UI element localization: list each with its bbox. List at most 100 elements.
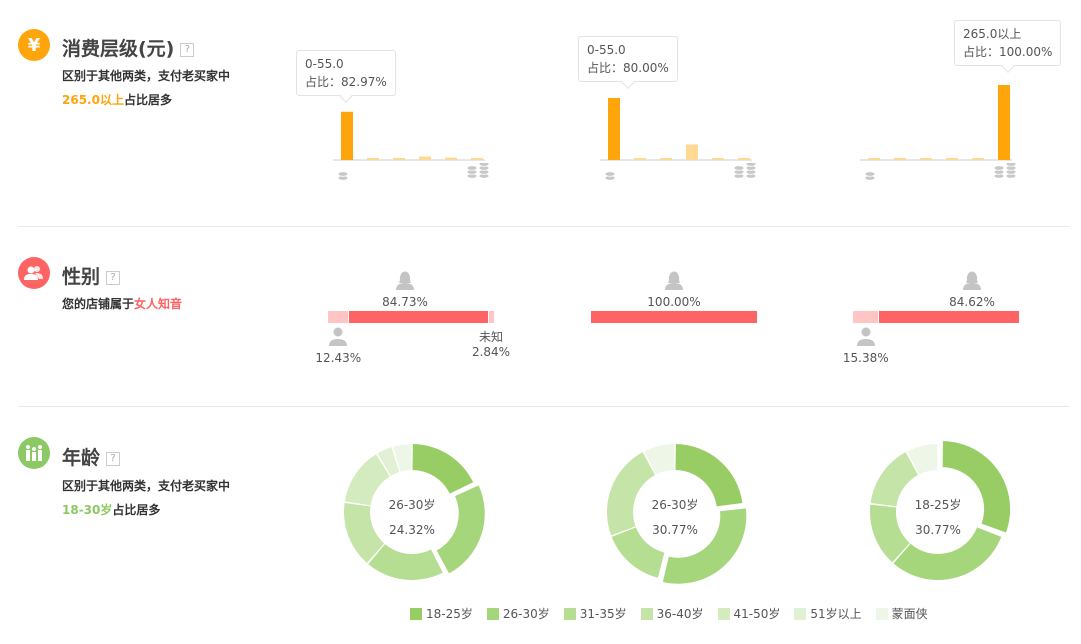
donut-slice[interactable] [368,544,443,580]
legend-swatch [410,608,422,620]
age-legend: 18-25岁 26-30岁 31-35岁 36-40岁 41-50岁 51岁以上 蒙面侠 [410,605,928,622]
female-icon [395,270,415,290]
age-summary: 18-30岁占比居多 [62,501,160,518]
age-title: 年龄? [62,443,121,470]
donut-slice[interactable] [611,527,665,578]
tooltip-range: 0-55.0 [587,42,626,57]
male-icon [328,326,348,346]
bar[interactable] [894,158,906,160]
female-bar-segment[interactable] [348,311,489,323]
male-percent: 12.43% [315,351,362,365]
legend-item[interactable]: 蒙面侠 [875,605,928,622]
donut-slice[interactable] [644,444,675,475]
legend-item[interactable]: 18-25岁 [410,605,473,622]
consumption-suffix: 占比居多 [123,93,172,107]
donut-slice[interactable] [344,502,385,563]
donut-center-label: 26-30岁 [389,497,436,512]
donut-center-percent: 30.77% [915,523,961,537]
bar[interactable] [608,97,620,160]
consumption-desc: 区别于其他两类，支付老买家中 [62,69,231,83]
donut-slice[interactable] [344,454,390,506]
low-spend-coin-icon [337,165,350,185]
bar[interactable] [367,158,379,160]
donut-slice[interactable] [436,485,485,574]
consumption-summary: 265.0以上占比居多 [62,91,172,108]
tooltip-percent: 占比：80.00% [587,60,669,75]
donut-slice[interactable] [662,508,747,584]
donut-slice[interactable] [942,441,1011,533]
female-bar-segment[interactable] [591,311,757,323]
consumption-highlight: 265.0以上 [62,93,124,107]
legend-item[interactable]: 31-35岁 [563,605,627,622]
bar-tooltip: 265.0以上占比：100.00% [954,20,1062,67]
bar[interactable] [868,158,880,160]
donut-slice[interactable] [377,447,400,476]
low-spend-coin-icon [604,165,617,185]
donut-slice[interactable] [870,504,910,563]
consumption-title: 消费层级(元)? [62,34,195,61]
yen-icon: ¥ [18,29,50,61]
legend-item[interactable]: 51岁以上 [794,605,862,622]
bar[interactable] [738,158,750,160]
female-percent: 84.62% [949,295,995,309]
bar[interactable] [712,158,724,160]
donut-slice[interactable] [607,452,656,536]
legend-item[interactable]: 36-40岁 [640,605,704,622]
high-spend-coins-icon [993,161,1018,183]
gender-highlight: 女人知音 [134,297,183,311]
legend-item[interactable]: 41-50岁 [717,605,781,622]
male-percent: 15.38% [842,351,889,365]
female-icon [664,270,684,290]
bar[interactable] [972,158,984,160]
legend-label: 31-35岁 [579,607,627,621]
legend-label: 18-25岁 [426,607,473,621]
low-spend-coin-icon [864,165,877,185]
bar[interactable] [998,85,1010,160]
divider [18,406,1069,407]
tooltip-percent: 占比：82.97% [305,74,387,89]
bar[interactable] [686,144,698,160]
male-bar-segment[interactable] [328,311,348,323]
unknown-percent: 2.84% [471,345,511,359]
tooltip-range: 265.0以上 [963,27,1022,42]
donut-slice[interactable] [412,444,474,494]
legend-item[interactable]: 26-30岁 [486,605,550,622]
legend-swatch [794,608,807,620]
male-bar-segment[interactable] [853,311,878,323]
help-icon[interactable]: ? [180,42,195,57]
legend-swatch [486,608,499,620]
donut-center-label: 26-30岁 [652,497,699,512]
donut-slice[interactable] [907,444,938,475]
bar-tooltip: 0-55.0 占比：80.00% [578,35,678,82]
legend-label: 36-40岁 [656,607,704,621]
donut-slice[interactable] [393,444,412,472]
high-spend-coins-icon [466,161,491,183]
donut-slice[interactable] [675,444,743,507]
divider [18,226,1069,227]
legend-label: 蒙面侠 [891,607,928,621]
help-icon[interactable]: ? [106,270,121,285]
legend-label: 41-50岁 [733,607,781,621]
female-bar-segment[interactable] [878,311,1019,323]
bar[interactable] [946,158,958,160]
bar[interactable] [471,158,483,160]
legend-label: 51岁以上 [810,607,862,621]
help-icon[interactable]: ? [106,451,121,466]
bar[interactable] [660,158,672,160]
tooltip-range: 0-55.0 [305,56,344,71]
bar[interactable] [419,156,431,160]
age-donut: 18-25岁 30.77% [870,441,1011,580]
unknown-bar-segment[interactable] [489,311,494,323]
bar[interactable] [920,158,932,160]
tooltip-percent: 占比：100.00% [963,45,1053,60]
bar[interactable] [341,111,353,160]
family-icon [18,437,50,469]
bar[interactable] [445,157,457,160]
donut-slice[interactable] [870,452,919,507]
bar[interactable] [393,158,405,160]
donut-slice[interactable] [893,527,1002,580]
bar[interactable] [634,158,646,160]
gender-desc: 您的店铺属于女人知音 [62,295,182,312]
age-highlight: 18-30岁 [62,503,113,517]
